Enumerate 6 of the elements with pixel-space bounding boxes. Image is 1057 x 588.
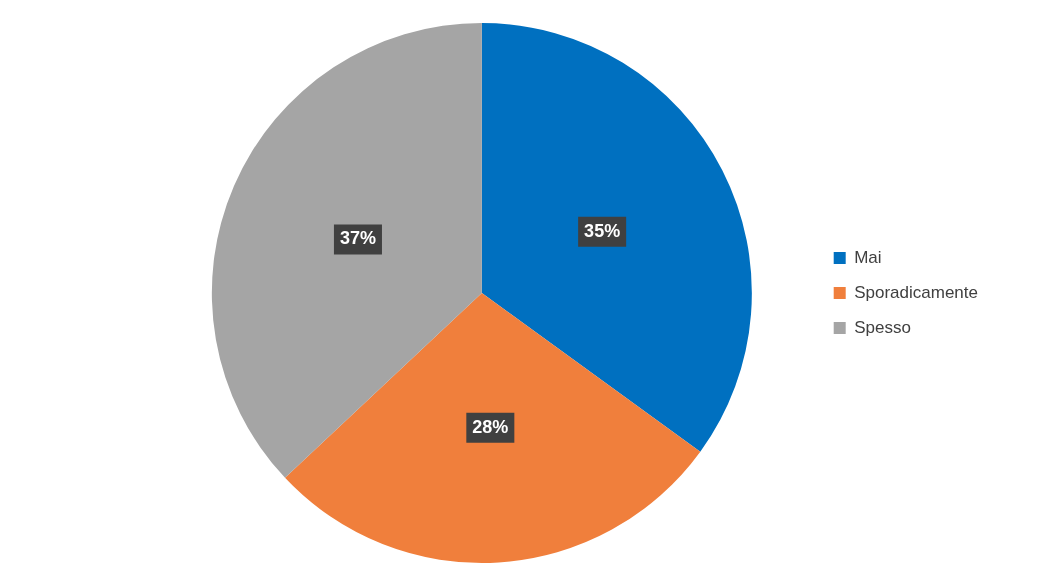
legend-label: Spesso [854,317,911,337]
data-label: 35% [584,220,621,241]
legend-label: Sporadicamente [854,282,979,302]
legend-label: Mai [854,247,882,267]
data-label: 37% [339,228,376,249]
data-label: 28% [472,416,509,437]
